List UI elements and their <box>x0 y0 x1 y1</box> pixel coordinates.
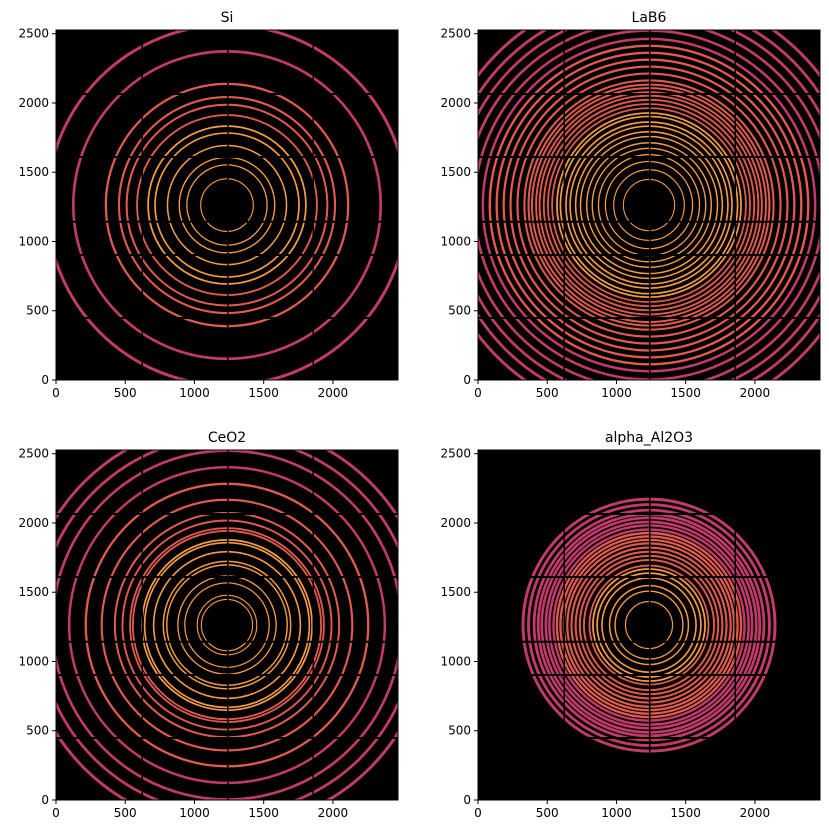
y-tick-label: 1500 <box>18 585 49 599</box>
y-tick-label: 500 <box>448 304 471 318</box>
x-tick-label: 1500 <box>248 806 279 820</box>
x-tick-label: 1500 <box>670 806 701 820</box>
axes-frame <box>477 29 821 381</box>
detector-gap <box>312 450 314 800</box>
detector-gap <box>563 450 565 800</box>
y-tick-label: 1500 <box>440 585 471 599</box>
y-tick-label: 1000 <box>18 654 49 668</box>
y-tick-label: 2500 <box>440 447 471 461</box>
detector-gap <box>227 450 229 800</box>
x-tick-label: 2000 <box>318 806 349 820</box>
panel-2: LaB6 0 500 1000 1500 2000 0 500 1000 1500 2000 2500 <box>440 10 821 400</box>
axes-frame <box>55 29 399 381</box>
panel-title: LaB6 <box>632 10 667 26</box>
y-tick-label: 500 <box>26 724 49 738</box>
panel-4: alpha_Al2O3 0 500 1000 1500 2000 0 500 1000 1500 2… <box>440 430 821 820</box>
x-tick-label: 1000 <box>601 386 632 400</box>
x-tick-label: 2000 <box>318 386 349 400</box>
ring-group <box>478 450 820 800</box>
x-tick-label: 0 <box>52 806 60 820</box>
panel-title: CeO2 <box>208 430 246 446</box>
panel-title: alpha_Al2O3 <box>605 430 693 446</box>
y-tick-label: 2000 <box>440 96 471 110</box>
detector-gap <box>227 30 229 380</box>
ring-group <box>56 30 398 380</box>
detector-gap <box>649 450 651 800</box>
x-tick-label: 0 <box>474 806 482 820</box>
x-tick-label: 1000 <box>601 806 632 820</box>
detector-gap <box>734 30 736 380</box>
x-tick-label: 500 <box>536 806 559 820</box>
y-tick-label: 500 <box>26 304 49 318</box>
detector-gap <box>141 30 143 380</box>
axes-frame <box>477 449 821 801</box>
detector-gap <box>734 450 736 800</box>
panel-1: Si 0 500 1000 1500 2000 0 500 1000 1500 2000 2500 <box>18 10 399 400</box>
y-tick-label: 0 <box>463 373 471 387</box>
x-tick-label: 1000 <box>179 386 210 400</box>
y-tick-label: 1000 <box>440 654 471 668</box>
axes-frame <box>55 449 399 801</box>
y-tick-label: 2000 <box>440 516 471 530</box>
detector-gap <box>312 30 314 380</box>
x-tick-label: 500 <box>536 386 559 400</box>
x-tick-label: 2000 <box>740 386 771 400</box>
detector-gap <box>141 450 143 800</box>
y-tick-label: 2500 <box>440 27 471 41</box>
x-tick-label: 500 <box>114 806 137 820</box>
y-tick-label: 0 <box>41 373 49 387</box>
y-tick-label: 2000 <box>18 516 49 530</box>
x-tick-label: 0 <box>52 386 60 400</box>
y-tick-label: 500 <box>448 724 471 738</box>
panel-title: Si <box>221 10 234 26</box>
detector-gap <box>563 30 565 380</box>
panel-3: CeO2 0 500 1000 1500 2000 0 500 1000 1500 2000 2500 <box>18 430 399 820</box>
x-tick-label: 1000 <box>179 806 210 820</box>
y-tick-label: 2500 <box>18 447 49 461</box>
x-tick-label: 1500 <box>670 386 701 400</box>
x-tick-label: 2000 <box>740 806 771 820</box>
x-tick-label: 500 <box>114 386 137 400</box>
y-tick-label: 2500 <box>18 27 49 41</box>
y-tick-label: 1500 <box>440 165 471 179</box>
x-tick-label: 1500 <box>248 386 279 400</box>
ring-group <box>478 30 820 380</box>
y-tick-label: 1000 <box>18 234 49 248</box>
y-tick-label: 2000 <box>18 96 49 110</box>
detector-gap <box>649 30 651 380</box>
y-tick-label: 1000 <box>440 234 471 248</box>
y-tick-label: 0 <box>41 793 49 807</box>
y-tick-label: 1500 <box>18 165 49 179</box>
x-tick-label: 0 <box>474 386 482 400</box>
y-tick-label: 0 <box>463 793 471 807</box>
